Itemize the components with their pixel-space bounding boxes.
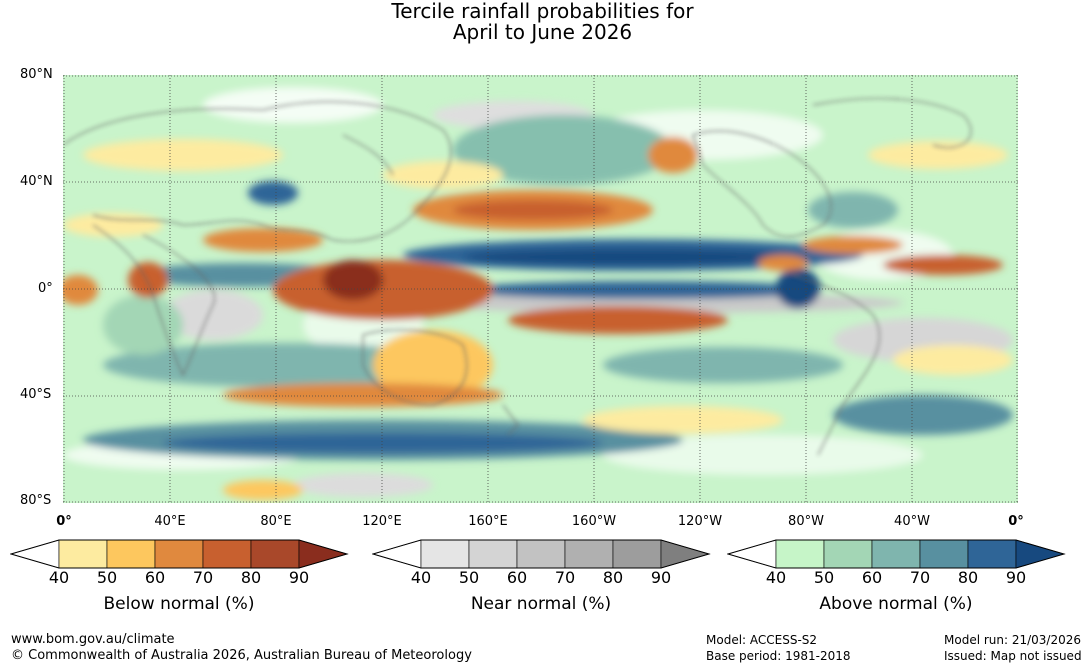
below-seg-4 (202, 539, 252, 569)
below-seg-2 (106, 539, 156, 569)
lon-label-40e: 40°E (154, 514, 186, 529)
lon-label-120w: 120°W (677, 514, 723, 529)
lon-label-80w: 80°W (788, 514, 824, 529)
copyright-text: © Commonwealth of Australia 2026, Austra… (11, 648, 472, 663)
lat-label-40n: 40°N (20, 174, 53, 189)
below-tick-50: 50 (96, 568, 118, 587)
near-seg-4 (564, 539, 614, 569)
near-seg-6 (660, 539, 711, 569)
lat-label-40s: 40°S (20, 387, 52, 402)
below-normal-label: Below normal (%) (103, 594, 255, 614)
lat-label-80n: 80°N (20, 67, 53, 82)
near-normal-label: Near normal (%) (470, 594, 612, 614)
map-title-line1: Tercile rainfall probabilities for (391, 0, 694, 23)
below-seg-5 (250, 539, 300, 569)
near-seg-2 (468, 539, 518, 569)
graticule (63, 75, 1018, 503)
below-seg-3 (154, 539, 204, 569)
above-tick-40: 40 (765, 568, 787, 587)
probability-field (63, 87, 1013, 500)
near-tick-90: 90 (650, 568, 672, 587)
model-name: Model: ACCESS-S2 (706, 633, 818, 647)
map-title-line2: April to June 2026 (452, 20, 633, 44)
above-tick-70: 70 (909, 568, 931, 587)
above-tick-90: 90 (1005, 568, 1027, 587)
above-seg-3 (871, 539, 921, 569)
coastlines (63, 97, 972, 456)
above-seg-2 (823, 539, 873, 569)
near-tick-50: 50 (458, 568, 480, 587)
near-seg-5 (612, 539, 662, 569)
below-tick-70: 70 (192, 568, 214, 587)
near-seg-0 (372, 539, 422, 569)
lat-label-80s: 80°S (20, 493, 52, 508)
base-period: Base period: 1981-2018 (706, 649, 851, 663)
lon-label-0: 0° (56, 514, 72, 529)
below-normal-colorbar (10, 539, 349, 569)
above-normal-colorbar (727, 539, 1066, 569)
below-seg-1 (58, 539, 108, 569)
above-seg-6 (1015, 539, 1066, 569)
lon-label-0-east: 0° (1008, 514, 1024, 529)
near-tick-40: 40 (410, 568, 432, 587)
above-seg-5 (967, 539, 1017, 569)
above-seg-0 (727, 539, 777, 569)
below-tick-40: 40 (48, 568, 70, 587)
rainfall-probability-map (63, 75, 1018, 503)
near-seg-1 (420, 539, 470, 569)
below-seg-6 (298, 539, 349, 569)
lon-label-160w: 160°W (571, 514, 617, 529)
model-run: Model run: 21/03/2026 (944, 633, 1082, 647)
lon-label-160e: 160°E (468, 514, 508, 529)
above-seg-4 (919, 539, 969, 569)
near-normal-colorbar (372, 539, 711, 569)
above-tick-80: 80 (957, 568, 979, 587)
bom-url-link[interactable]: www.bom.gov.au/climate (11, 632, 175, 647)
above-tick-50: 50 (813, 568, 835, 587)
issued-status: Issued: Map not issued (944, 649, 1082, 663)
below-tick-90: 90 (288, 568, 310, 587)
lon-label-40w: 40°W (894, 514, 930, 529)
near-tick-70: 70 (554, 568, 576, 587)
below-tick-80: 80 (240, 568, 262, 587)
above-tick-60: 60 (861, 568, 883, 587)
below-seg-0 (10, 539, 60, 569)
near-tick-80: 80 (602, 568, 624, 587)
lat-label-equator: 0° (38, 281, 53, 296)
above-seg-1 (775, 539, 825, 569)
lon-label-80e: 80°E (260, 514, 292, 529)
lon-label-120e: 120°E (362, 514, 402, 529)
near-tick-60: 60 (506, 568, 528, 587)
near-seg-3 (516, 539, 566, 569)
above-normal-label: Above normal (%) (819, 594, 973, 614)
below-tick-60: 60 (144, 568, 166, 587)
